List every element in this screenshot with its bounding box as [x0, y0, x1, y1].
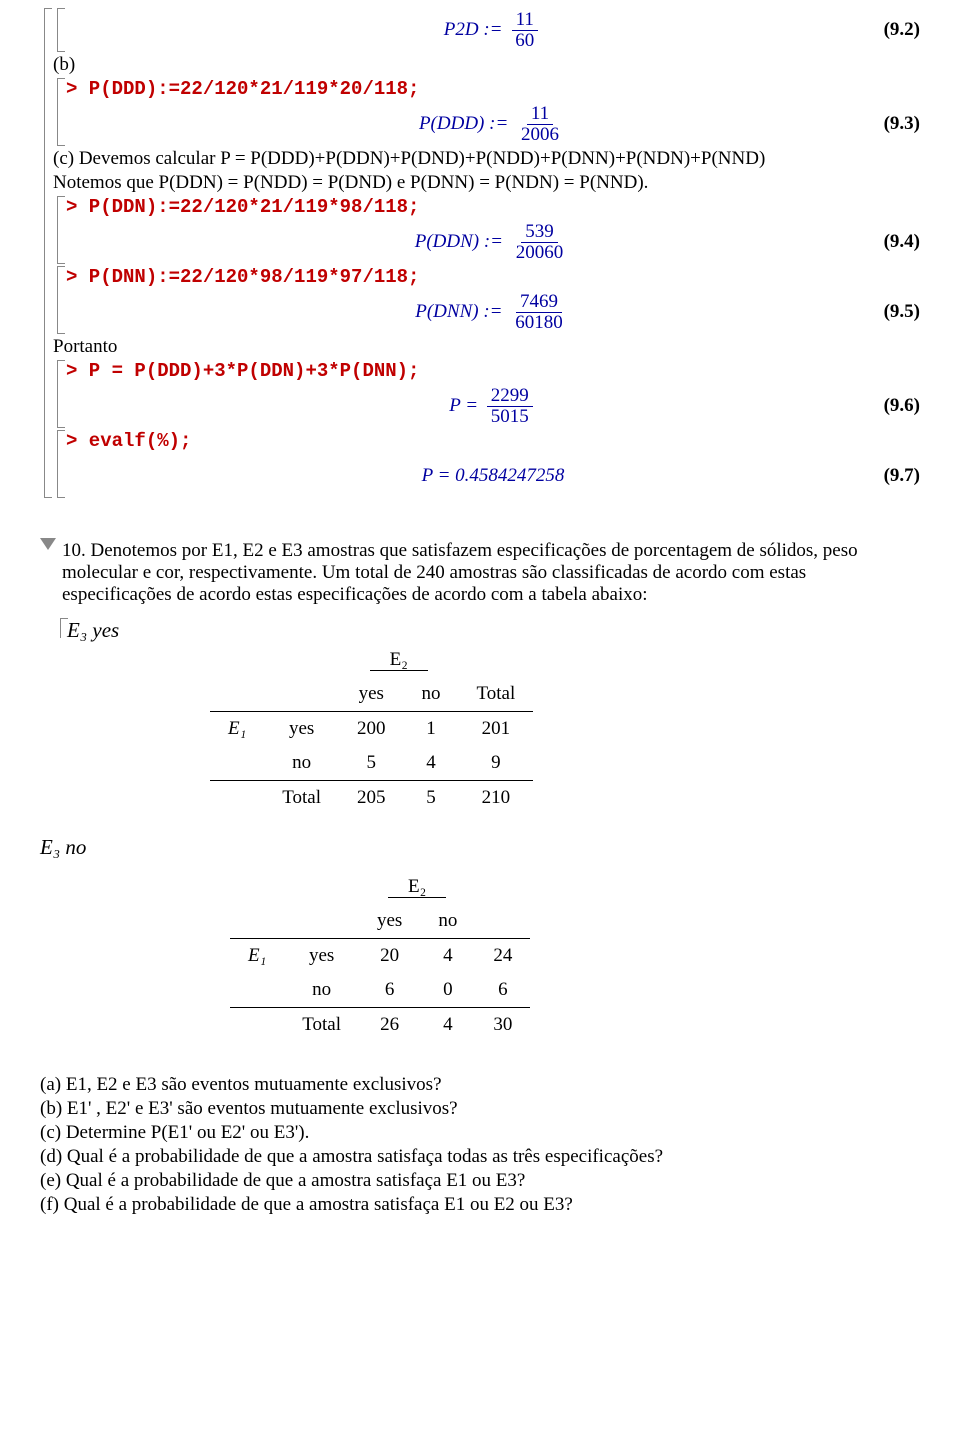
- eq-92-math: P2D := 1160: [444, 10, 542, 51]
- c-text1: (c) Devemos calcular P = P(DDD)+P(DDN)+P…: [53, 148, 920, 170]
- t1-r2c3: 9: [459, 746, 534, 781]
- eq92-tag: (9.2): [884, 19, 920, 41]
- q10-intro: 10. Denotemos por E1, E2 e E3 amostras q…: [62, 540, 920, 606]
- e3-no-label: E₃ no: [40, 835, 920, 860]
- eq96-lhs: P: [449, 394, 460, 415]
- eq-97: P = 0.4584247258 (9.7): [66, 454, 920, 498]
- eq95-den: 60180: [511, 313, 567, 333]
- t1-e1: E₁: [210, 712, 264, 747]
- t1-r3c3: 210: [459, 781, 534, 816]
- t1-r1c2: 1: [404, 712, 459, 747]
- eq97-tag: (9.7): [884, 465, 920, 487]
- table-e3-no: E₂ yesno E₁yes20424 no606 Total26430: [60, 870, 920, 1042]
- eq94-tag: (9.4): [884, 231, 920, 253]
- t2-r3c2: 4: [420, 1008, 475, 1043]
- collapse-triangle-icon[interactable]: [40, 538, 56, 550]
- input-pdnn[interactable]: > P(DNN):=22/120*98/119*97/118;: [66, 266, 920, 288]
- t2-r2c3: 6: [475, 973, 530, 1008]
- block-96: > P = P(DDD)+3*P(DDN)+3*P(DNN); P = 2299…: [57, 360, 920, 428]
- t2-r2-lab: no: [284, 973, 359, 1008]
- t1-r1c3: 201: [459, 712, 534, 747]
- t1-r1-lab: yes: [264, 712, 339, 747]
- input-pddd[interactable]: > P(DDD):=22/120*21/119*20/118;: [66, 78, 920, 100]
- block-95: > P(DNN):=22/120*98/119*97/118; P(DNN) :…: [57, 266, 920, 334]
- t1-h-yes: yes: [339, 677, 404, 712]
- q10-e: (e) Qual é a probabilidade de que a amos…: [40, 1170, 920, 1192]
- block-92: P2D := 1160 (9.2): [57, 8, 920, 52]
- eq-94-math: P(DDN) := 53920060: [415, 222, 572, 263]
- block-94: > P(DDN):=22/120*21/119*98/118; P(DDN) :…: [57, 196, 920, 264]
- eq-95: P(DNN) := 746960180 (9.5): [66, 290, 920, 334]
- t2-e2: E₂: [388, 876, 446, 898]
- t2-e1: E₁: [230, 939, 284, 974]
- input-eval[interactable]: > evalf(%);: [66, 430, 920, 452]
- q10-a: (a) E1, E2 e E3 são eventos mutuamente e…: [40, 1074, 920, 1096]
- q10-b: (b) E1' , E2' e E3' são eventos mutuamen…: [40, 1098, 920, 1120]
- t1-r3-lab: Total: [264, 781, 339, 816]
- eq94-lhs: P(DDN): [415, 230, 479, 251]
- q10-section: 10. Denotemos por E1, E2 e E3 amostras q…: [40, 538, 920, 1216]
- t2-r1c3: 24: [475, 939, 530, 974]
- t1-r2-lab: no: [264, 746, 339, 781]
- t2-r1c1: 20: [359, 939, 420, 974]
- eq-96-math: P = 22995015: [449, 386, 537, 427]
- eq96-den: 5015: [487, 407, 533, 427]
- t1-r2c2: 4: [404, 746, 459, 781]
- eq95-tag: (9.5): [884, 301, 920, 323]
- t2-h-yes: yes: [359, 904, 420, 939]
- q10-c: (c) Determine P(E1' ou E2' ou E3').: [40, 1122, 920, 1144]
- c-text2: Notemos que P(DDN) = P(NDD) = P(DND) e P…: [53, 172, 920, 194]
- e3-yes-label: E₃ yes: [67, 618, 149, 643]
- eq-96: P = 22995015 (9.6): [66, 384, 920, 428]
- eq93-num: 11: [527, 104, 553, 125]
- t2-r1-lab: yes: [284, 939, 359, 974]
- t2-r2c1: 6: [359, 973, 420, 1008]
- q10-f: (f) Qual é a probabilidade de que a amos…: [40, 1194, 920, 1216]
- eq-92: P2D := 1160 (9.2): [66, 8, 920, 52]
- eq93-den: 2006: [517, 125, 563, 145]
- label-b: (b): [53, 54, 920, 76]
- eq-93-math: P(DDD) := 112006: [419, 104, 567, 145]
- eq-93: P(DDD) := 112006 (9.3): [66, 102, 920, 146]
- t1-h-no: no: [404, 677, 459, 712]
- portanto: Portanto: [53, 336, 920, 358]
- eq96-tag: (9.6): [884, 395, 920, 417]
- t2-r2c2: 0: [420, 973, 475, 1008]
- input-pddn[interactable]: > P(DDN):=22/120*21/119*98/118;: [66, 196, 920, 218]
- t1-r1c1: 200: [339, 712, 404, 747]
- table-e3-yes: E₃ yes E₂ yesnoTotal E₁yes2001201 no549 …: [60, 618, 920, 815]
- t1-r3c2: 5: [404, 781, 459, 816]
- eq-94: P(DDN) := 53920060 (9.4): [66, 220, 920, 264]
- t1-r3c1: 205: [339, 781, 404, 816]
- t2-r3c1: 26: [359, 1008, 420, 1043]
- q10-d: (d) Qual é a probabilidade de que a amos…: [40, 1146, 920, 1168]
- bracket-tick-icon: [60, 618, 61, 638]
- t1-e2: E₂: [370, 649, 428, 671]
- t1-r2c1: 5: [339, 746, 404, 781]
- eq95-num: 7469: [516, 292, 562, 313]
- eq-95-math: P(DNN) := 746960180: [415, 292, 570, 333]
- t2-r1c2: 4: [420, 939, 475, 974]
- eq93-lhs: P(DDD): [419, 112, 484, 133]
- eq95-lhs: P(DNN): [415, 300, 478, 321]
- eq96-num: 2299: [487, 386, 533, 407]
- eq92-num: 11: [512, 10, 538, 31]
- input-sum[interactable]: > P = P(DDD)+3*P(DDN)+3*P(DNN);: [66, 360, 920, 382]
- t2-r3-lab: Total: [284, 1008, 359, 1043]
- eq92-lhs: P2D: [444, 18, 479, 39]
- block-97: > evalf(%); P = 0.4584247258 (9.7): [57, 430, 920, 498]
- block-93: > P(DDD):=22/120*21/119*20/118; P(DDD) :…: [57, 78, 920, 146]
- t1-h-total: Total: [459, 677, 534, 712]
- eq92-den: 60: [511, 31, 538, 51]
- eq93-tag: (9.3): [884, 113, 920, 135]
- t2-h-no: no: [420, 904, 475, 939]
- eq94-den: 20060: [512, 243, 568, 263]
- group-9: P2D := 1160 (9.2) (b) > P(DDD):=22/120*2…: [44, 8, 920, 498]
- eq94-num: 539: [521, 222, 558, 243]
- eq97-text: P = 0.4584247258: [422, 465, 565, 487]
- t2-r3c3: 30: [475, 1008, 530, 1043]
